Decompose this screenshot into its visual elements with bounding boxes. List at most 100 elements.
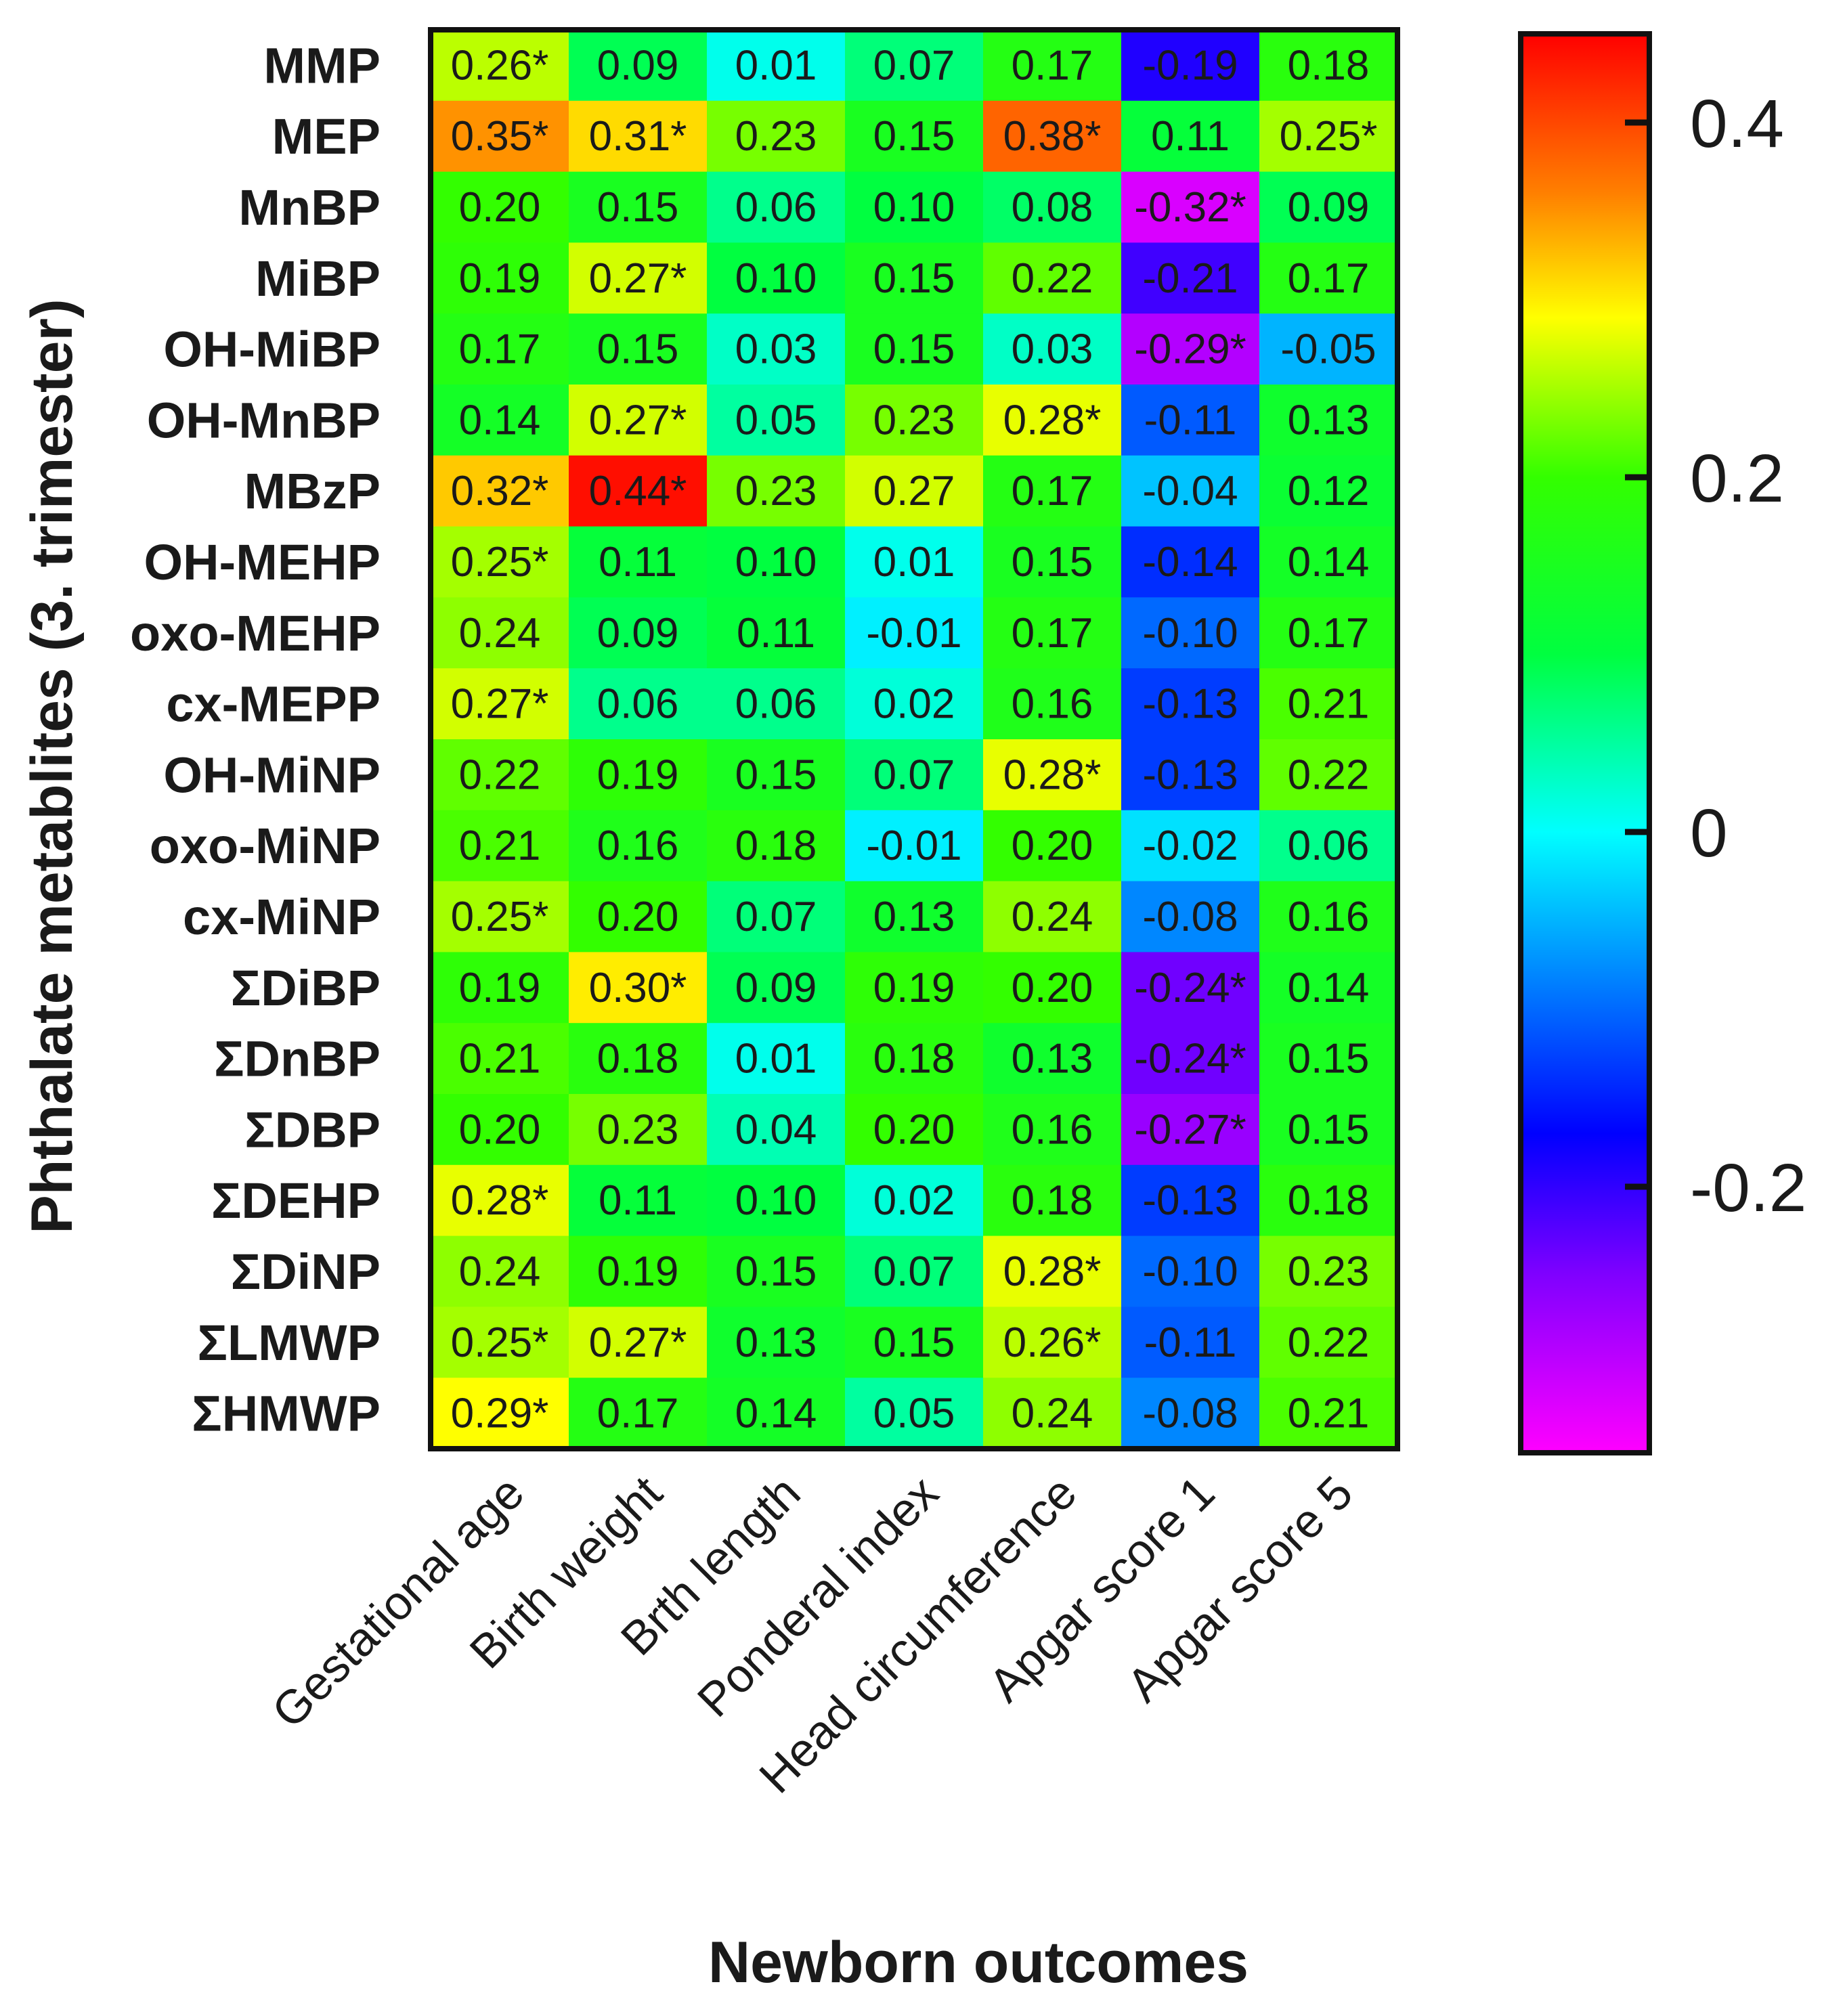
- heatmap-cell: [431, 171, 569, 243]
- heatmap-cell: [569, 171, 708, 243]
- cell-value-label: 0.22: [459, 751, 541, 798]
- heatmap-cell: [845, 952, 984, 1024]
- cell-value-label: 0.38*: [1003, 113, 1102, 160]
- cell-value-label: 0.01: [735, 1036, 817, 1082]
- cell-value-label: 0.15: [1288, 1106, 1370, 1153]
- cell-value-label: 0.22: [1288, 751, 1370, 798]
- heatmap-cell: [569, 526, 708, 598]
- cell-value-label: 0.20: [597, 894, 679, 940]
- cell-value-label: 0.19: [597, 751, 679, 798]
- heatmap-cell: [1259, 100, 1398, 173]
- row-label: ΣDEHP: [211, 1173, 381, 1229]
- heatmap-cell: [707, 597, 846, 669]
- colorbar-tick-label: 0.2: [1690, 441, 1784, 517]
- heatmap-cell: [707, 242, 846, 314]
- cell-value-label: -0.05: [1280, 326, 1376, 373]
- cell-value-label: 0.25*: [1280, 113, 1378, 160]
- cell-value-label: 0.31*: [589, 113, 687, 160]
- cell-value-label: 0.09: [1288, 184, 1370, 231]
- heatmap-cell: [569, 1094, 708, 1166]
- heatmap-cell: [1259, 1164, 1398, 1237]
- cell-value-label: 0.22: [1288, 1319, 1370, 1366]
- colorbar: 0.4 0.2 0 -0.2: [1518, 31, 1806, 1455]
- cell-value-label: 0.44*: [589, 468, 687, 514]
- heatmap-cell: [983, 455, 1122, 527]
- cell-value-label: 0.19: [873, 965, 955, 1011]
- cell-value-label: 0.17: [459, 326, 541, 373]
- heatmap-cell: [1259, 739, 1398, 811]
- row-label: OH-MnBP: [147, 392, 381, 448]
- cell-value-label: 0.17: [597, 1390, 679, 1437]
- cell-value-label: -0.13: [1142, 751, 1238, 798]
- heatmap-cell: [1121, 313, 1260, 385]
- heatmap-cell: [845, 100, 984, 173]
- heatmap-cell: [431, 810, 569, 882]
- heatmap-cell: [1121, 455, 1260, 527]
- cell-value-label: 0.07: [873, 42, 955, 89]
- heatmap-cell: [1259, 810, 1398, 882]
- cell-value-label: 0.27*: [589, 397, 687, 443]
- heatmap-cell: [1121, 1378, 1260, 1449]
- cell-value-label: 0.05: [735, 397, 817, 443]
- heatmap-frame: [428, 27, 1400, 1451]
- cell-value-label: 0.15: [597, 184, 679, 231]
- cell-value-label: 0.20: [459, 184, 541, 231]
- heatmap-cell: [1259, 1307, 1398, 1378]
- cell-value-label: 0.11: [1151, 113, 1230, 160]
- cell-value-label: 0.21: [1288, 1390, 1370, 1437]
- heatmap-cell: [1121, 952, 1260, 1024]
- cell-value-label: 0.19: [597, 1248, 679, 1295]
- cell-value-label: 0.16: [1012, 1106, 1093, 1153]
- heatmap-cell: [1121, 526, 1260, 598]
- heatmap-cell: [845, 1307, 984, 1378]
- cell-value-label: 0.10: [735, 255, 817, 302]
- heatmap-cell: [707, 952, 846, 1024]
- cell-value-label: 0.23: [1288, 1248, 1370, 1295]
- cell-value-label: 0.20: [873, 1106, 955, 1153]
- cell-value-label: 0.18: [1012, 1177, 1093, 1224]
- heatmap-cell: [569, 1023, 708, 1095]
- cell-value-label: 0.03: [1012, 326, 1093, 373]
- heatmap-cell: [983, 1307, 1122, 1378]
- colorbar-gradient: [1518, 31, 1652, 1455]
- heatmap-cell: [1121, 597, 1260, 669]
- cell-value-label: 0.16: [1288, 894, 1370, 940]
- cell-value-label: -0.13: [1142, 681, 1238, 728]
- cell-value-label: 0.15: [735, 1248, 817, 1295]
- heatmap-cell: [431, 455, 569, 527]
- heatmap-cell: [983, 597, 1122, 669]
- cell-value-label: 0.15: [873, 326, 955, 373]
- heatmap-cell: [569, 100, 708, 173]
- heatmap-cell: [431, 1023, 569, 1095]
- row-label: cx-MEPP: [166, 676, 381, 732]
- cell-value-label: 0.11: [599, 1177, 677, 1224]
- cell-value-label: 0.20: [459, 1106, 541, 1153]
- cell-value-label: 0.20: [1012, 823, 1093, 869]
- cell-value-label: -0.13: [1142, 1177, 1238, 1224]
- heatmap-cell: [845, 881, 984, 952]
- cell-value-label: -0.24*: [1134, 1036, 1246, 1082]
- heatmap-cell: [845, 1235, 984, 1307]
- heatmap-cell: [707, 1164, 846, 1237]
- heatmap-cell: [1121, 1094, 1260, 1166]
- cell-value-label: 0.32*: [451, 468, 549, 514]
- cell-value-label: 0.24: [459, 610, 541, 657]
- heatmap-cell: [983, 100, 1122, 173]
- heatmap-cell: [1259, 242, 1398, 314]
- heatmap-cell: [845, 1378, 984, 1449]
- heatmap-cell: [1259, 30, 1398, 102]
- heatmap-cell: [1259, 1235, 1398, 1307]
- cell-value-label: 0.18: [735, 823, 817, 869]
- cell-value-label: 0.14: [1288, 965, 1370, 1011]
- cell-value-label: -0.14: [1142, 539, 1238, 586]
- cell-value-label: 0.17: [1012, 42, 1093, 89]
- heatmap-cell: [983, 526, 1122, 598]
- row-label: MiBP: [255, 250, 381, 307]
- cell-value-label: 0.26*: [1003, 1319, 1102, 1366]
- row-label: ΣDBP: [244, 1101, 381, 1158]
- heatmap-cell: [707, 1307, 846, 1378]
- heatmap-cell: [431, 30, 569, 102]
- heatmap-cell: [845, 668, 984, 740]
- cell-value-label: 0.12: [1288, 468, 1370, 514]
